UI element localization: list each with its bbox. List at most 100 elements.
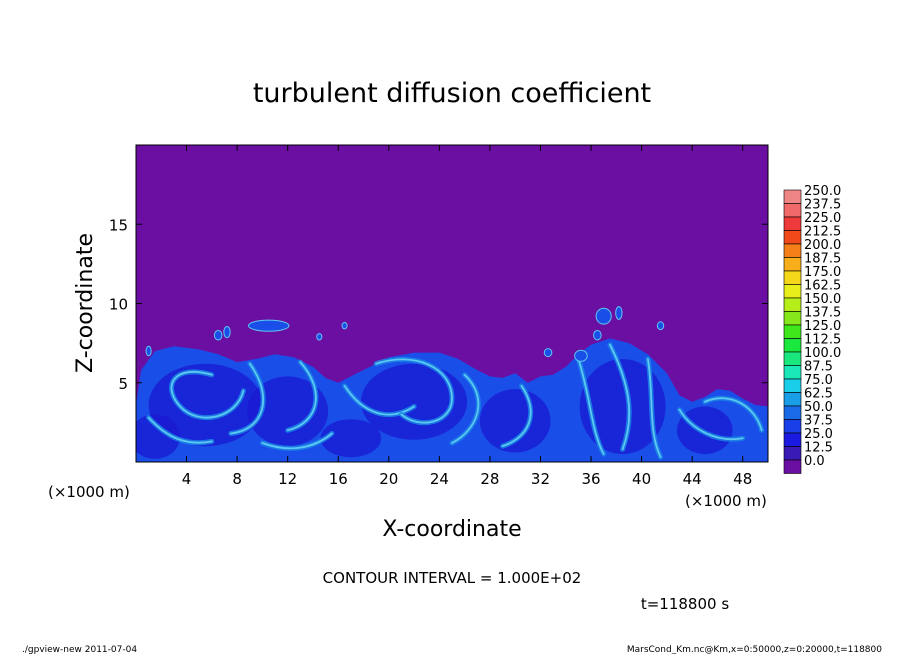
x-tick-label: 32: [531, 470, 550, 488]
x-axis-label: X-coordinate: [382, 517, 521, 542]
colorbar-swatch: [783, 216, 802, 231]
x-tick-label: 28: [480, 470, 499, 488]
eddy-swirl-highlight: [703, 397, 763, 432]
colorbar-label: 237.5: [804, 198, 841, 213]
turbulent-patch: [223, 325, 231, 339]
x-unit-right: (×1000 m): [685, 492, 767, 510]
eddy-swirl-highlight: [647, 358, 662, 459]
eddy-core: [247, 376, 329, 447]
y-tick-label: 5: [118, 375, 128, 393]
colorbar-swatch: [783, 270, 802, 285]
colorbar-label: 125.0: [804, 319, 841, 334]
colorbar-label: 75.0: [804, 373, 833, 388]
colorbar-label: 162.5: [804, 279, 841, 294]
colorbar-label: 12.5: [804, 441, 833, 456]
eddy-swirl-highlight: [501, 385, 532, 447]
colorbar-swatch: [783, 243, 802, 258]
turbulent-patch: [593, 329, 602, 341]
colorbar-swatch: [783, 257, 802, 272]
eddy-swirl-highlight: [451, 373, 480, 444]
eddy-swirl-highlight: [261, 432, 333, 450]
chart-title: turbulent diffusion coefficient: [253, 78, 651, 109]
x-axis: 4 8 12 16 20 24 28 32 36 40 44 48: [182, 145, 752, 488]
eddy-swirl-highlight: [229, 362, 265, 435]
x-tick-label: 8: [232, 470, 242, 488]
colorbar-label: 112.5: [804, 333, 841, 348]
colorbar-label: 150.0: [804, 292, 841, 307]
colorbar-label: 187.5: [804, 252, 841, 267]
turbulent-patch: [574, 349, 588, 362]
colorbar-swatch: [783, 365, 802, 380]
colorbar-label: 37.5: [804, 414, 833, 429]
footer-right: MarsCond_Km.nc@Km,x=0:50000,z=0:20000,t=…: [627, 645, 882, 654]
x-tick-label: 40: [632, 470, 651, 488]
eddy-swirl-highlight: [375, 358, 453, 424]
x-tick-label: 36: [581, 470, 600, 488]
colorbar-swatch: [783, 338, 802, 353]
turbulent-field: [136, 306, 768, 462]
colorbar-swatch: [783, 189, 802, 204]
colorbar-label: 200.0: [804, 238, 841, 253]
eddy-swirl-highlight: [343, 385, 415, 416]
colorbar-label: 250.0: [804, 184, 841, 199]
colorbar-swatch: [783, 405, 802, 420]
time-label: t=118800 s: [641, 595, 729, 613]
colorbar-label: 175.0: [804, 265, 841, 280]
eddy-swirl-highlight: [170, 370, 245, 419]
colorbar-swatch: [783, 419, 802, 434]
colorbar-label: 225.0: [804, 211, 841, 226]
turbulent-patch: [316, 333, 323, 341]
colorbar-swatch: [783, 459, 802, 474]
turbulent-patch: [145, 345, 152, 357]
colorbar-swatch: [783, 230, 802, 245]
eddy-swirl-highlight: [609, 343, 631, 451]
eddy-core: [320, 419, 382, 458]
colorbar-swatch: [783, 432, 802, 447]
x-unit-left: (×1000 m): [48, 483, 130, 501]
colorbar-label: 50.0: [804, 400, 833, 415]
y-tick-label: 15: [109, 216, 128, 234]
colorbar-swatch: [783, 392, 802, 407]
colorbar-label: 100.0: [804, 346, 841, 361]
turbulent-patch: [213, 329, 223, 341]
turbulent-patch: [656, 321, 665, 331]
eddy-core: [579, 358, 666, 455]
turbulent-patch: [543, 348, 553, 358]
colorbar: 250.0237.5225.0212.5200.0187.5175.0162.5…: [783, 184, 841, 474]
eddy-core: [479, 389, 551, 453]
eddy-swirl-highlight: [147, 416, 213, 444]
contour-interval: CONTOUR INTERVAL = 1.000E+02: [323, 569, 582, 587]
eddy-swirl-highlight: [577, 358, 605, 455]
colorbar-swatch: [783, 324, 802, 339]
colorbar-swatch: [783, 297, 802, 312]
colorbar-swatch: [783, 378, 802, 393]
x-tick-label: 20: [379, 470, 398, 488]
turbulent-patch: [595, 307, 612, 325]
colorbar-label: 87.5: [804, 360, 833, 375]
colorbar-swatch: [783, 351, 802, 366]
eddy-swirl-highlight: [286, 361, 317, 432]
x-tick-label: 4: [182, 470, 192, 488]
x-tick-label: 24: [430, 470, 449, 488]
colorbar-label: 137.5: [804, 306, 841, 321]
x-tick-label: 12: [278, 470, 297, 488]
colorbar-label: 62.5: [804, 387, 833, 402]
y-tick-label: 10: [109, 296, 128, 314]
turbulent-patch: [247, 319, 290, 332]
turbulent-patch: [615, 306, 623, 320]
x-tick-label: 48: [733, 470, 752, 488]
eddy-core: [148, 363, 263, 447]
eddy-swirl-highlight: [678, 408, 744, 441]
eddy-core: [136, 414, 181, 459]
colorbar-label: 25.0: [804, 427, 833, 442]
colorbar-swatch: [783, 446, 802, 461]
colorbar-swatch: [783, 311, 802, 326]
footer-left: ./gpview-new 2011-07-04: [22, 645, 137, 654]
x-tick-label: 16: [329, 470, 348, 488]
x-tick-label: 44: [683, 470, 702, 488]
colorbar-label: 0.0: [804, 454, 825, 469]
turbulent-patch: [341, 322, 348, 330]
y-axis: 5 10 15: [109, 216, 768, 393]
colorbar-swatch: [783, 284, 802, 299]
